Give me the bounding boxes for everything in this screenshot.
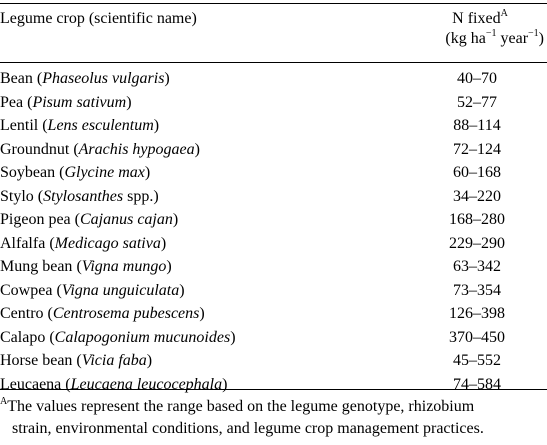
- common-name: Groundnut: [0, 140, 70, 158]
- table-row: Bean (Phaseolus vulgaris) 40–70: [0, 67, 547, 91]
- unit-open: (kg ha: [445, 30, 486, 47]
- scientific-name: Centrosema pubescens: [52, 305, 200, 322]
- scientific-name: Medicago sativa: [54, 234, 161, 252]
- n-fixed-range: 34–220: [453, 187, 501, 205]
- table-row: Leucaena (Leucaena leucocephala) 74–584: [0, 373, 547, 397]
- table-row: Horse bean (Vicia faba) 45–552: [0, 349, 547, 373]
- legume-crop-cell: Pea (Pisum sativum): [0, 93, 132, 111]
- n-fixed-range: 40–70: [457, 70, 497, 87]
- legume-crop-cell: Bean (Phaseolus vulgaris): [0, 70, 170, 87]
- unit-exponent-ha: −1: [485, 27, 497, 39]
- table-body: Bean (Phaseolus vulgaris) 40–70 Pea (Pisum…: [0, 67, 547, 396]
- scientific-name: Glycine max: [64, 164, 145, 181]
- footnote-line-1: AThe values represent the range based on…: [0, 395, 475, 415]
- common-name: Bean: [0, 70, 33, 87]
- n-fixed-range: 63–342: [453, 258, 501, 275]
- table-row: Groundnut (Arachis hypogaea) 72–124: [0, 138, 547, 162]
- legume-crop-cell: Groundnut (Arachis hypogaea): [0, 140, 200, 158]
- header-n-fixed-unit: (kg ha−1 year−1): [404, 27, 544, 49]
- scientific-name: Lens esculentum: [47, 117, 154, 134]
- n-fixed-range: 60–168: [453, 164, 501, 181]
- common-name: Leucaena: [0, 375, 62, 393]
- scientific-name: Vigna mungo: [81, 258, 167, 275]
- common-name: Lentil: [0, 117, 39, 134]
- legume-crop-cell: Mung bean (Vigna mungo): [0, 258, 172, 275]
- legume-crop-cell: Centro (Centrosema pubescens): [0, 305, 205, 322]
- common-name: Calapo: [0, 328, 46, 346]
- scientific-name: Vigna unguiculata: [61, 281, 180, 299]
- legume-crop-cell: Soybean (Glycine max): [0, 164, 151, 181]
- table-top-rule: [0, 3, 547, 4]
- common-name: Centro: [0, 305, 44, 322]
- scientific-name: Cajanus cajan: [79, 211, 173, 228]
- header-n-fixed-title: N fixedA: [404, 7, 544, 29]
- table-row: Centro (Centrosema pubescens) 126–398: [0, 302, 547, 326]
- table-row: Alfalfa (Medicago sativa) 229–290: [0, 232, 547, 256]
- n-fixed-range: 73–354: [453, 281, 501, 299]
- n-fixed-range: 229–290: [449, 234, 505, 252]
- n-fixed-range: 45–552: [453, 352, 501, 369]
- scientific-name: Stylosanthes: [43, 187, 124, 205]
- unit-year: year: [496, 30, 529, 47]
- n-fixed-range: 74–584: [453, 375, 501, 393]
- common-name: Pigeon pea: [0, 211, 71, 228]
- table-row: Cowpea (Vigna unguiculata) 73–354: [0, 279, 547, 303]
- n-fixed-range: 72–124: [453, 140, 501, 158]
- header-legume-crop: Legume crop (scientific name): [0, 10, 197, 27]
- table-row: Pigeon pea (Cajanus cajan) 168–280: [0, 208, 547, 232]
- legume-crop-cell: Lentil (Lens esculentum): [0, 117, 160, 134]
- table-bottom-rule: [0, 389, 547, 390]
- footnote-text-1: The values represent the range based on …: [7, 398, 475, 415]
- table-row: Mung bean (Vigna mungo) 63–342: [0, 255, 547, 279]
- common-name: Soybean: [0, 164, 56, 181]
- legume-crop-cell: Cowpea (Vigna unguiculata): [0, 281, 185, 299]
- common-name: Cowpea: [0, 281, 53, 299]
- legume-crop-cell: Alfalfa (Medicago sativa): [0, 234, 167, 252]
- common-name: Alfalfa: [0, 234, 46, 252]
- footnote-marker: A: [500, 7, 508, 19]
- table-header-rule: [0, 62, 547, 63]
- footnote-text-2: strain, environmental conditions, and le…: [12, 420, 484, 437]
- legume-crop-cell: Calapo (Calapogonium mucunoides): [0, 328, 236, 346]
- scientific-name: Arachis hypogaea: [78, 140, 195, 158]
- common-name: Pea: [0, 93, 24, 111]
- header-n-fixed: N fixedA (kg ha−1 year−1): [404, 7, 544, 49]
- legume-crop-cell: Leucaena (Leucaena leucocephala): [0, 375, 228, 393]
- legume-crop-cell: Pigeon pea (Cajanus cajan): [0, 211, 179, 228]
- table-row: Lentil (Lens esculentum) 88–114: [0, 114, 547, 138]
- table-footnote: AThe values represent the range based on…: [0, 396, 547, 440]
- scientific-name: Pisum sativum: [32, 93, 127, 111]
- table-row: Stylo (Stylosanthes spp.) 34–220: [0, 185, 547, 209]
- n-fixed-range: 168–280: [449, 211, 505, 228]
- scientific-suffix: spp.: [123, 187, 154, 205]
- header-n-fixed-label: N fixed: [452, 10, 501, 27]
- table-row: Calapo (Calapogonium mucunoides) 370–450: [0, 326, 547, 350]
- n-fixed-range: 52–77: [457, 93, 497, 111]
- legume-crop-cell: Stylo (Stylosanthes spp.): [0, 187, 159, 205]
- table-row: Soybean (Glycine max) 60–168: [0, 161, 547, 185]
- common-name: Stylo: [0, 187, 34, 205]
- n-fixed-range: 126–398: [449, 305, 505, 322]
- scientific-name: Vicia faba: [81, 352, 147, 369]
- n-fixed-range: 370–450: [449, 328, 505, 346]
- n-fixed-range: 88–114: [453, 117, 501, 134]
- unit-close: ): [538, 30, 544, 47]
- table-row: Pea (Pisum sativum) 52–77: [0, 91, 547, 115]
- common-name: Horse bean: [0, 352, 73, 369]
- unit-exponent-year: −1: [528, 27, 539, 39]
- scientific-name: Calapogonium mucunoides: [54, 328, 231, 346]
- footnote-mark: A: [0, 395, 8, 407]
- common-name: Mung bean: [0, 258, 73, 275]
- scientific-name: Phaseolus vulgaris: [42, 70, 165, 87]
- legume-crop-cell: Horse bean (Vicia faba): [0, 352, 153, 369]
- scientific-name: Leucaena leucocephala: [70, 375, 223, 393]
